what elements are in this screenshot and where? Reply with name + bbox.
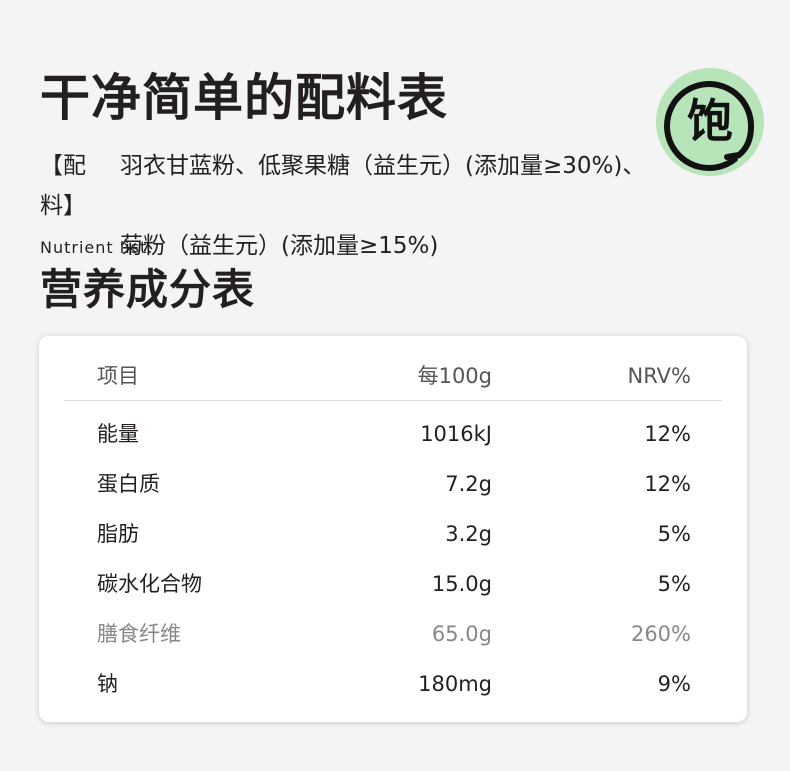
row-item: 能量 bbox=[97, 422, 139, 446]
row-per100g: 3.2g bbox=[445, 522, 492, 546]
row-item: 碳水化合物 bbox=[97, 572, 202, 596]
ingredients-label: 【配料】 bbox=[40, 153, 86, 219]
header-item: 项目 bbox=[97, 364, 139, 388]
row-nrv: 12% bbox=[644, 422, 691, 446]
ingredients-line-2: 菊粉（益生元）(添加量≥15%) bbox=[120, 233, 439, 259]
page-title: 干净简单的配料表 bbox=[40, 69, 448, 127]
row-nrv: 260% bbox=[630, 622, 691, 646]
table-row: 碳水化合物 15.0g 5% bbox=[39, 564, 747, 604]
row-nrv: 9% bbox=[657, 672, 691, 696]
row-item: 脂肪 bbox=[97, 522, 139, 546]
nutrition-table: 项目 每100g NRV% 能量 1016kJ 12% 蛋白质 7.2g 12%… bbox=[39, 336, 747, 722]
table-row: 蛋白质 7.2g 12% bbox=[39, 464, 747, 504]
header-divider bbox=[64, 400, 722, 401]
table-row: 膳食纤维 65.0g 260% bbox=[39, 614, 747, 654]
ingredients-line-1: 羽衣甘蓝粉、低聚果糖（益生元）(添加量≥30%)、 bbox=[120, 153, 646, 179]
row-item: 钠 bbox=[97, 672, 118, 696]
section-title: 营养成分表 bbox=[40, 265, 256, 314]
header-per100g: 每100g bbox=[417, 364, 492, 388]
row-per100g: 180mg bbox=[418, 672, 492, 696]
row-per100g: 15.0g bbox=[431, 572, 492, 596]
row-item: 膳食纤维 bbox=[97, 622, 181, 646]
table-header: 项目 每100g NRV% bbox=[39, 356, 747, 396]
table-row: 能量 1016kJ 12% bbox=[39, 414, 747, 454]
table-row: 钠 180mg 9% bbox=[39, 664, 747, 704]
row-per100g: 1016kJ bbox=[420, 422, 492, 446]
header-nrv: NRV% bbox=[627, 364, 691, 388]
row-item: 蛋白质 bbox=[97, 472, 160, 496]
row-nrv: 12% bbox=[644, 472, 691, 496]
section-subtitle: Nutrient list. bbox=[40, 238, 154, 257]
row-nrv: 5% bbox=[657, 522, 691, 546]
row-per100g: 65.0g bbox=[431, 622, 492, 646]
table-row: 脂肪 3.2g 5% bbox=[39, 514, 747, 554]
row-per100g: 7.2g bbox=[445, 472, 492, 496]
row-nrv: 5% bbox=[657, 572, 691, 596]
svg-text:饱: 饱 bbox=[687, 94, 733, 148]
ingredients: 【配料】 羽衣甘蓝粉、低聚果糖（益生元）(添加量≥30%)、 菊粉（益生元）(添… bbox=[40, 146, 645, 266]
brand-logo-icon: 饱 bbox=[656, 68, 764, 176]
